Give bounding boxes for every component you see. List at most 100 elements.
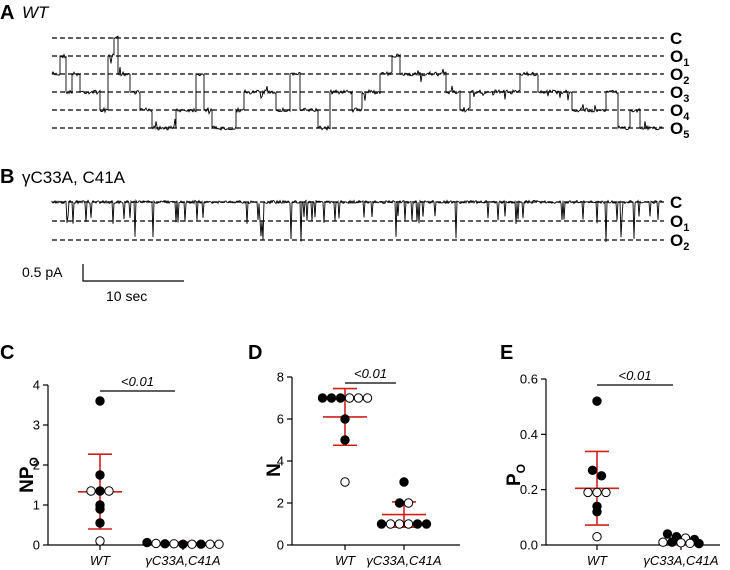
e-data-point xyxy=(592,507,602,517)
panel-d-letter: D xyxy=(248,342,262,364)
d-y-tick-label: 8 xyxy=(277,370,284,385)
d-data-point xyxy=(335,393,346,403)
c-data-point xyxy=(95,536,105,546)
c-category-label: WT xyxy=(90,553,111,568)
d-data-point xyxy=(340,477,350,487)
state-a-o1: O1 xyxy=(670,47,689,69)
c-data-point xyxy=(196,539,206,549)
state-b-o2: O2 xyxy=(670,231,689,253)
panel-c-letter: C xyxy=(0,342,14,364)
c-y-tick-label: 3 xyxy=(33,418,40,433)
e-y-tick-label: 0.2 xyxy=(520,482,538,497)
d-data-point xyxy=(376,519,387,529)
d-data-point xyxy=(317,393,328,403)
c-y-tick-label: 0 xyxy=(33,538,40,553)
d-data-point xyxy=(399,477,409,487)
c-data-point xyxy=(187,539,197,549)
e-data-point xyxy=(592,396,602,406)
c-data-point xyxy=(95,470,105,480)
c-data-point xyxy=(95,504,105,514)
d-data-point xyxy=(344,393,355,403)
panel-b-letter: B xyxy=(0,166,14,188)
d-data-point xyxy=(362,393,373,403)
chart-d: D N 0 2 4 6 8 WT γC33A,C41A <0.01 xyxy=(248,342,460,568)
state-b-o1: O1 xyxy=(670,212,689,234)
e-data-point xyxy=(592,532,602,542)
mutant-current-trace xyxy=(51,199,663,243)
d-p-value-label: <0.01 xyxy=(354,366,387,381)
e-data-point xyxy=(662,529,673,539)
c-y-tick-label: 1 xyxy=(33,498,40,513)
e-data-point xyxy=(587,465,598,475)
d-y-tick-label: 4 xyxy=(277,454,284,469)
c-data-point xyxy=(160,539,170,549)
d-data-point xyxy=(326,393,337,403)
e-y-tick-label: 0.0 xyxy=(520,538,538,553)
c-data-point xyxy=(95,518,105,528)
e-data-point xyxy=(583,487,593,498)
d-category-label: γC33A,C41A xyxy=(366,553,441,568)
scale-bar: 0.5 pA 10 sec xyxy=(22,264,184,304)
e-data-point xyxy=(685,538,695,549)
e-category-label: WT xyxy=(587,553,608,568)
c-p-value-label: <0.01 xyxy=(121,374,154,389)
e-data-point xyxy=(694,538,704,549)
d-data-point xyxy=(412,519,423,529)
panel-a-label: WT xyxy=(22,3,50,22)
c-data-point xyxy=(142,537,152,548)
panel-a-dashed-lines xyxy=(52,37,664,129)
e-y-tick-label: 0.4 xyxy=(520,427,538,442)
c-data-point xyxy=(104,486,114,496)
scale-current-label: 0.5 pA xyxy=(22,264,63,280)
c-data-point xyxy=(205,539,215,549)
d-data-point xyxy=(340,435,350,445)
d-data-point xyxy=(394,519,405,529)
e-data-point xyxy=(676,538,686,548)
c-data-point xyxy=(169,539,179,549)
d-y-tick-label: 0 xyxy=(277,538,284,553)
y-label-sub: O xyxy=(514,464,528,473)
c-data-point xyxy=(95,486,105,496)
panel-b-state-labels: C O1 O2 xyxy=(670,193,689,253)
e-category-label: γC33A,C41A xyxy=(643,553,718,568)
d-y-tick-label: 6 xyxy=(277,412,284,427)
chart-c: C NPO 0 1 2 3 4 WT γC33A,C41A <0.01 xyxy=(0,342,224,568)
panel-b-label: γC33A, C41A xyxy=(22,168,126,187)
d-y-tick-label: 2 xyxy=(277,496,284,511)
c-category-label: γC33A,C41A xyxy=(145,553,220,568)
scale-time-label: 10 sec xyxy=(106,288,147,304)
c-data-point xyxy=(95,396,105,406)
y-label-main: NP xyxy=(17,466,38,493)
c-data-point xyxy=(151,538,161,549)
e-data-point xyxy=(601,487,611,498)
e-data-point xyxy=(667,537,677,547)
e-data-point xyxy=(596,471,607,481)
d-data-point xyxy=(353,393,364,403)
state-b-c: C xyxy=(670,193,682,212)
panel-a: A WT C O1 O2 O3 O4 O5 xyxy=(0,2,690,141)
d-data-point xyxy=(340,414,350,424)
e-y-axis-label: PO xyxy=(504,464,528,486)
d-data-point xyxy=(403,498,414,508)
panel-a-letter: A xyxy=(0,2,14,24)
wt-current-trace xyxy=(51,35,663,131)
panel-a-state-labels: C O1 O2 O3 O4 O5 xyxy=(670,29,690,141)
d-y-axis-label: N xyxy=(264,463,285,477)
d-data-point xyxy=(394,498,405,508)
e-data-point xyxy=(658,537,668,547)
c-data-point xyxy=(86,486,96,496)
y-label-main: P xyxy=(504,473,525,486)
e-p-value-label: <0.01 xyxy=(619,368,652,383)
e-y-tick-label: 0.6 xyxy=(520,372,538,387)
state-a-c: C xyxy=(670,29,682,48)
c-data-point xyxy=(214,539,224,549)
d-data-point xyxy=(421,519,432,529)
c-y-tick-label: 4 xyxy=(33,378,40,393)
y-label-sub: O xyxy=(27,457,41,466)
d-category-label: WT xyxy=(335,553,356,568)
state-a-o3: O3 xyxy=(670,83,689,105)
c-data-point xyxy=(178,539,188,549)
panel-b-dashed-lines xyxy=(52,201,664,241)
scale-bar-lines xyxy=(82,264,184,282)
y-label-main: N xyxy=(264,463,285,477)
